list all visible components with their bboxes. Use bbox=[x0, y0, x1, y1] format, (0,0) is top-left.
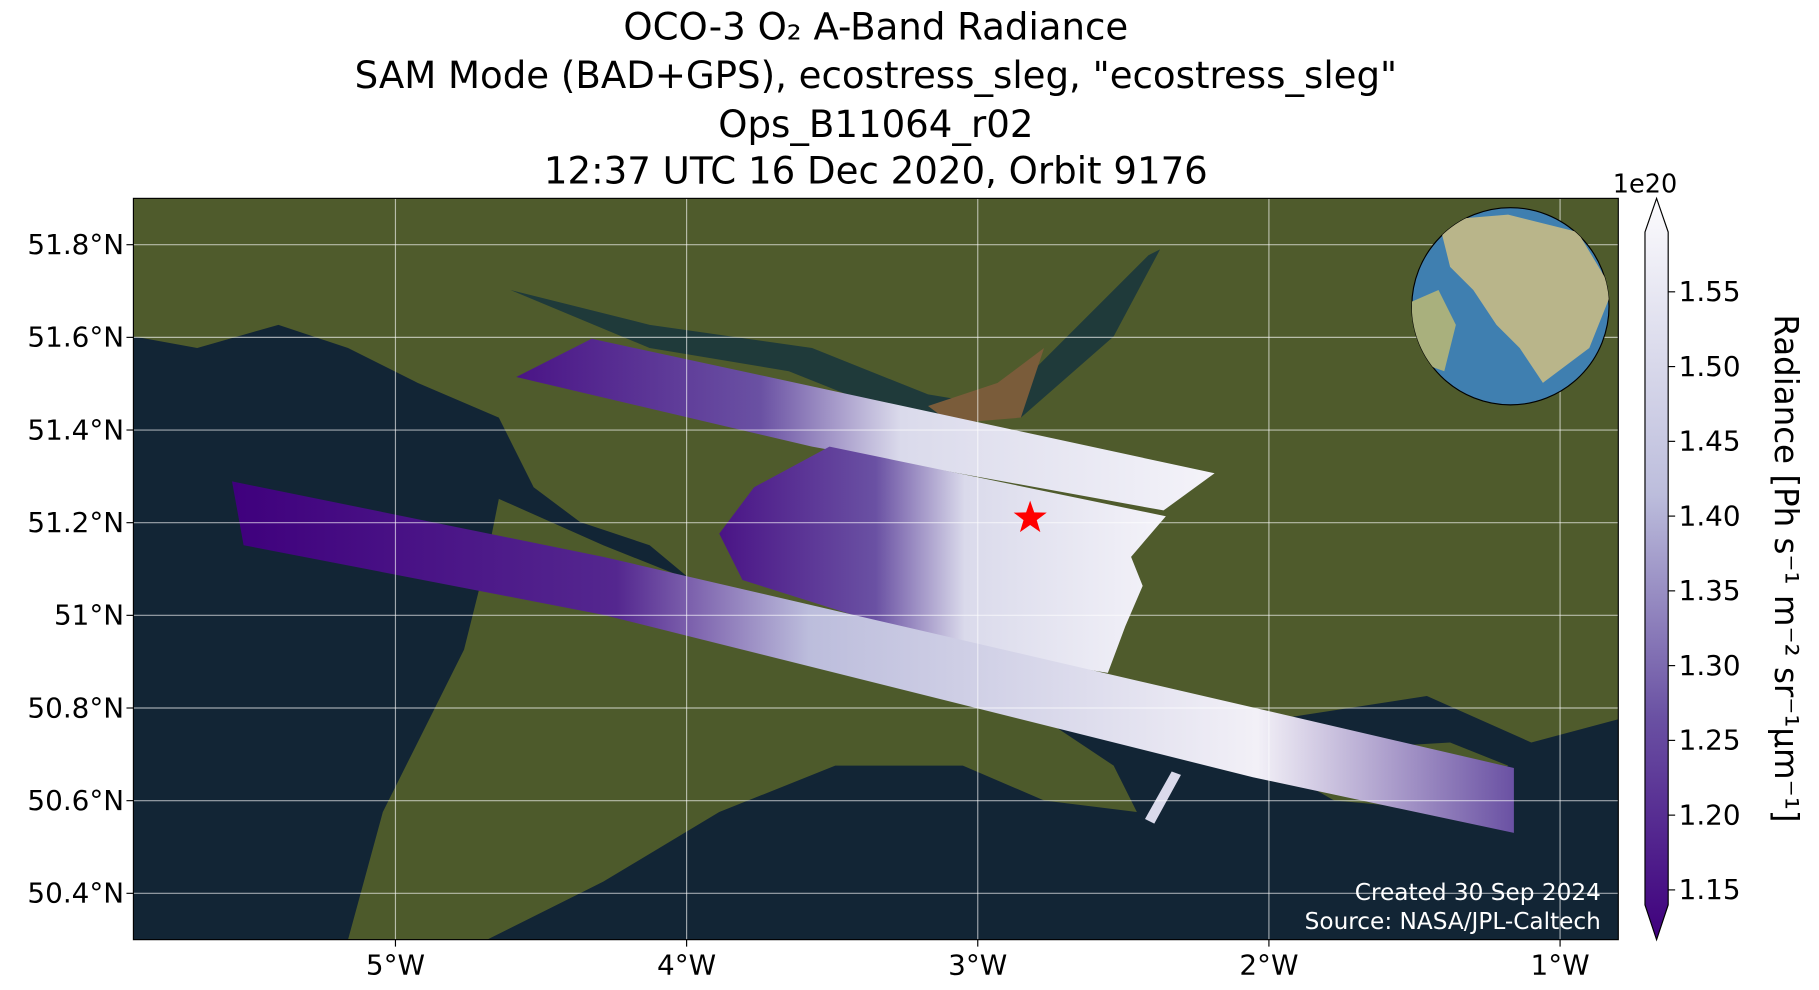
estuary bbox=[928, 348, 1045, 424]
y-tick-label: 50.6°N bbox=[27, 784, 124, 817]
colorbar-label: Radiance [Ph s⁻¹ m⁻² sr⁻¹μm⁻¹] bbox=[1767, 314, 1805, 822]
globe-land bbox=[1438, 214, 1610, 383]
y-tick-label: 51.8°N bbox=[27, 228, 124, 261]
y-tick-label: 50.8°N bbox=[27, 691, 124, 724]
swath-middle bbox=[719, 446, 1166, 673]
y-tick-label: 51.6°N bbox=[27, 321, 124, 354]
title-line: Ops_B11064_r02 bbox=[718, 103, 1033, 146]
x-tick-label: 2°W bbox=[1239, 948, 1298, 981]
map-frame bbox=[132, 197, 1619, 941]
target-star bbox=[1013, 500, 1047, 533]
globe-land bbox=[1411, 290, 1456, 372]
swath-upper bbox=[516, 338, 1215, 511]
credit: Source: NASA/JPL-Caltech bbox=[1305, 908, 1601, 935]
colorbar-tick-label: 1.55 bbox=[1679, 275, 1741, 308]
credit: Created 30 Sep 2024 bbox=[1355, 879, 1601, 906]
title-line: OCO-3 O₂ A-Band Radiance bbox=[623, 5, 1128, 48]
colorbar bbox=[1644, 196, 1669, 942]
colorbar-tick-label: 1.40 bbox=[1679, 499, 1741, 532]
globe-inset bbox=[1411, 207, 1610, 406]
channel bbox=[510, 249, 1161, 418]
title-line: 12:37 UTC 16 Dec 2020, Orbit 9176 bbox=[544, 149, 1208, 192]
colorbar-tick-label: 1.30 bbox=[1679, 649, 1741, 682]
map-area bbox=[133, 198, 1619, 940]
swath-fragment bbox=[1144, 771, 1181, 824]
x-tick-label: 5°W bbox=[366, 948, 425, 981]
colorbar-tick-label: 1.20 bbox=[1679, 798, 1741, 831]
colorbar-tick-label: 1.50 bbox=[1679, 350, 1741, 383]
colorbar-tick-label: 1.35 bbox=[1679, 574, 1741, 607]
x-tick-label: 3°W bbox=[948, 948, 1007, 981]
colorbar-tick-label: 1.15 bbox=[1679, 873, 1741, 906]
y-tick-label: 51.4°N bbox=[27, 413, 124, 446]
y-tick-label: 51°N bbox=[54, 599, 124, 632]
y-tick-label: 50.4°N bbox=[27, 877, 124, 910]
colorbar-bar bbox=[1644, 196, 1669, 942]
title-line: SAM Mode (BAD+GPS), ecostress_sleg, "eco… bbox=[355, 54, 1398, 97]
swath-lower bbox=[232, 481, 1514, 833]
x-tick-label: 1°W bbox=[1530, 948, 1589, 981]
colorbar-tick-label: 1.45 bbox=[1679, 425, 1741, 458]
land-devon bbox=[348, 498, 1137, 940]
x-tick-label: 4°W bbox=[657, 948, 716, 981]
colorbar-offset: 1e20 bbox=[1613, 170, 1677, 200]
colorbar-tick-label: 1.25 bbox=[1679, 724, 1741, 757]
y-tick-label: 51.2°N bbox=[27, 506, 124, 539]
